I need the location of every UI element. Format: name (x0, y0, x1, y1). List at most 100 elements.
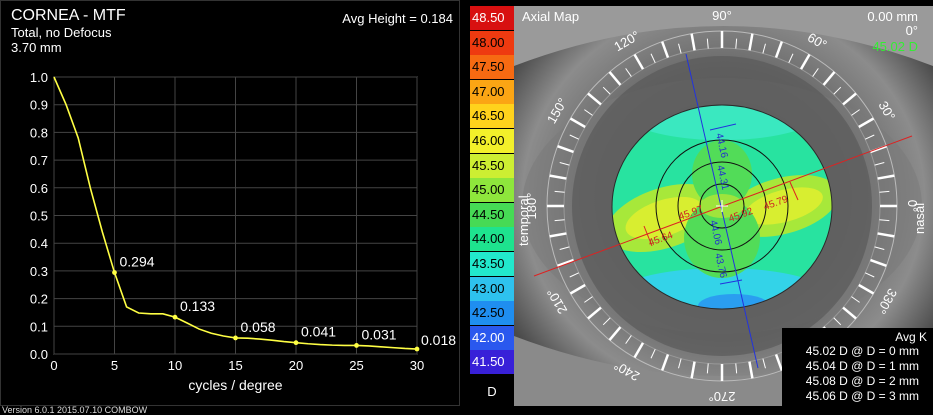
angle-tick (602, 317, 611, 326)
data-label-10: 0.133 (180, 298, 215, 314)
y-tick-label: 0.6 (30, 181, 48, 196)
avg-k-box (782, 328, 933, 406)
angle-tick (569, 283, 586, 295)
angle-tick (554, 190, 565, 193)
angle-tick (678, 358, 682, 369)
chart-title: CORNEA - MTF (11, 7, 126, 24)
avg-height: Avg Height = 0.184 (342, 11, 453, 26)
angle-tick (608, 71, 622, 86)
data-point-20 (293, 340, 299, 346)
angle-tick (774, 41, 784, 58)
data-point-30 (414, 346, 420, 352)
data-label-25: 0.031 (362, 326, 397, 342)
pupil-size: 3.70 mm (11, 40, 62, 55)
scale-step: 43.00 (470, 276, 514, 301)
angle-tick (690, 361, 696, 379)
angle-tick (877, 174, 895, 180)
upper-eyelid (514, 6, 933, 66)
angle-tick (625, 68, 632, 77)
angle-tick (706, 363, 709, 374)
side-label-temporal: temporal (516, 195, 531, 246)
angle-tick (690, 33, 696, 51)
angle-tick (559, 162, 570, 166)
angle-tick (833, 317, 842, 326)
angle-tick (650, 348, 656, 359)
angle-tick (799, 53, 811, 70)
flat-tick-2 (719, 279, 743, 285)
scale-step: 42.00 (470, 325, 514, 350)
angle-tick (735, 38, 738, 49)
scale-step: 48.00 (470, 30, 514, 55)
angle-tick (557, 258, 574, 268)
angle-tick (633, 53, 645, 70)
zone-ring-3 (655, 139, 789, 273)
data-label-20: 0.041 (301, 324, 336, 340)
angle-tick (870, 258, 887, 268)
scale-step: 44.00 (470, 227, 514, 252)
avg-k-3mm: 45.06 D @ D = 3 mm (805, 389, 919, 403)
map-angle: 0° (906, 23, 918, 38)
angle-tick (660, 354, 670, 371)
angle-tick (602, 86, 611, 95)
angle-tick (877, 232, 895, 238)
flat-tick-1 (709, 123, 737, 131)
angle-tick (833, 86, 842, 95)
scale-step: 46.00 (470, 129, 514, 153)
angle-tick (569, 134, 580, 140)
angle-tick (842, 92, 857, 106)
x-tick-label: 20 (289, 358, 303, 373)
angle-tick (879, 219, 890, 222)
angle-tick (788, 53, 794, 64)
scale-unit: D (487, 384, 497, 399)
color-scale: 48.50 48.00 47.50 47.00 46.50 46.00 45.50 45.00… (470, 6, 514, 406)
data-label-15: 0.058 (241, 319, 276, 335)
map-power: 45.02 D (872, 39, 918, 54)
zone-ring-2 (677, 161, 767, 251)
data-point-5 (112, 270, 117, 275)
zone-ring-1 (699, 183, 745, 229)
angle-tick (549, 232, 567, 238)
steep-tick-2 (789, 181, 799, 201)
angle-tick (633, 342, 645, 359)
y-tick-label: 0.1 (30, 319, 48, 334)
data-label-5: 0.294 (120, 254, 155, 270)
angle-tick (874, 162, 885, 166)
angle-ticks (547, 31, 897, 381)
angle-label: 0° (905, 200, 920, 212)
y-tick-label: 0.7 (30, 153, 48, 168)
y-tick-label: 0.5 (30, 209, 48, 224)
angle-tick (864, 272, 875, 278)
angle-tick (874, 246, 885, 250)
scale-step: 47.50 (470, 55, 514, 80)
angle-tick (660, 41, 670, 58)
steep-tick-1 (643, 225, 653, 247)
angle-tick (569, 117, 586, 129)
data-point-15 (233, 335, 238, 341)
avg-k-0mm: 45.02 D @ D = 0 mm (805, 344, 919, 358)
scale-step: 43.50 (470, 252, 514, 276)
angle-tick (584, 109, 593, 116)
angle-tick (879, 190, 890, 193)
x-tick-label: 0 (50, 358, 57, 373)
scale-step: 45.50 (470, 153, 514, 178)
angle-tick (748, 33, 754, 51)
angle-tick (864, 134, 875, 140)
angle-tick (812, 68, 819, 77)
scale-step: 45.00 (470, 178, 514, 203)
x-tick-label: 25 (349, 358, 363, 373)
x-axis-label: cycles / degree (188, 377, 282, 393)
angle-tick (608, 326, 622, 341)
angle-tick (584, 296, 593, 303)
angle-tick (851, 109, 860, 116)
map-distance: 0.00 mm (867, 9, 918, 24)
angle-tick (557, 144, 574, 154)
y-tick-label: 0.0 (30, 347, 48, 362)
angle-tick (842, 306, 857, 320)
x-tick-label: 5 (111, 358, 118, 373)
mtf-chart-panel: CORNEA - MTF Total, no Defocus 3.70 mm A… (0, 0, 460, 406)
side-label-nasal: nasal (912, 203, 927, 234)
x-tick-label: 30 (410, 358, 424, 373)
angle-tick (858, 283, 875, 295)
x-tick-label: 10 (168, 358, 182, 373)
angle-tick (735, 363, 738, 374)
